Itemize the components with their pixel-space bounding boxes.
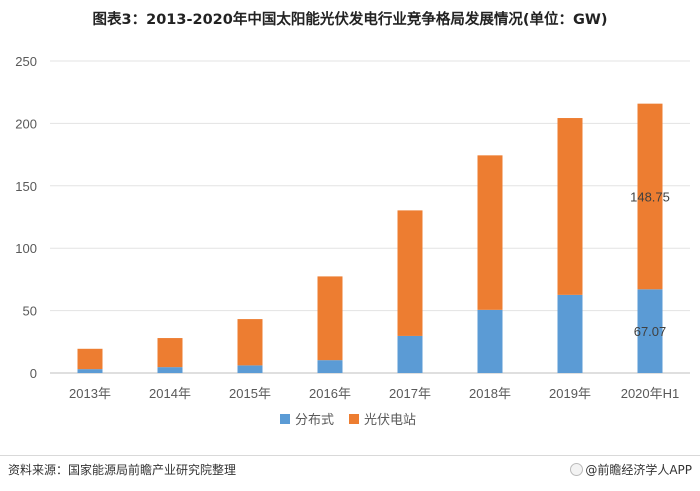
x-axis-ticks: 2013年 2014年 2015年 2016年 2017年 2018年 2019年 2020年… [69, 386, 679, 401]
brand-logo-icon [570, 463, 584, 476]
brand-credit: @前瞻经济学人APP [570, 461, 692, 478]
bar-station [317, 276, 343, 361]
data-labels: 67.07 148.75 [630, 189, 670, 339]
bar-distributed [637, 289, 663, 373]
data-label-station: 148.75 [630, 189, 670, 204]
x-tick-label: 2016年 [309, 386, 351, 401]
legend-swatch [280, 414, 290, 424]
y-tick-label: 100 [15, 241, 37, 256]
y-tick-label: 200 [15, 116, 37, 131]
y-tick-label: 150 [15, 179, 37, 194]
bar-distributed [317, 360, 343, 373]
bar-distributed [397, 335, 423, 373]
y-tick-label: 50 [23, 304, 37, 319]
x-tick-label: 2018年 [469, 386, 511, 401]
bar-station [77, 348, 103, 370]
bar-distributed [477, 309, 503, 373]
x-tick-label: 2015年 [229, 386, 271, 401]
bar-station [157, 338, 183, 368]
bar-distributed [237, 365, 263, 373]
legend-label: 分布式 [295, 413, 334, 428]
x-tick-label: 2020年H1 [621, 386, 680, 401]
y-tick-label: 0 [30, 366, 37, 381]
x-tick-label: 2019年 [549, 386, 591, 401]
x-tick-label: 2014年 [149, 386, 191, 401]
y-tick-label: 250 [15, 54, 37, 69]
bar-distributed [77, 369, 103, 373]
y-axis-ticks: 0 50 100 150 200 250 [15, 54, 37, 381]
bar-station [477, 155, 503, 310]
bar-distributed [557, 294, 583, 373]
legend: 分布式 光伏电站 [280, 413, 416, 428]
x-tick-label: 2013年 [69, 386, 111, 401]
brand-text: @前瞻经济学人APP [585, 463, 692, 477]
gridlines [50, 60, 690, 374]
bar-distributed [157, 367, 183, 373]
chart-title: 图表3：2013-2020年中国太阳能光伏发电行业竞争格局发展情况(单位：GW) [92, 12, 608, 28]
bar-station [237, 319, 263, 366]
source-note: 资料来源：国家能源局前瞻产业研究院整理 [8, 463, 237, 477]
legend-label: 光伏电站 [364, 413, 416, 428]
x-tick-label: 2017年 [389, 386, 431, 401]
bar-station [557, 118, 583, 295]
legend-swatch [349, 414, 359, 424]
bar-station [397, 210, 423, 336]
stacked-bar-chart: 0 50 100 150 200 250 2013年 2014年 2015年 2016年 2017… [15, 54, 690, 428]
data-label-distributed: 67.07 [634, 324, 667, 339]
bars [77, 103, 663, 373]
bar-station [637, 103, 663, 290]
footer-divider [0, 455, 700, 456]
